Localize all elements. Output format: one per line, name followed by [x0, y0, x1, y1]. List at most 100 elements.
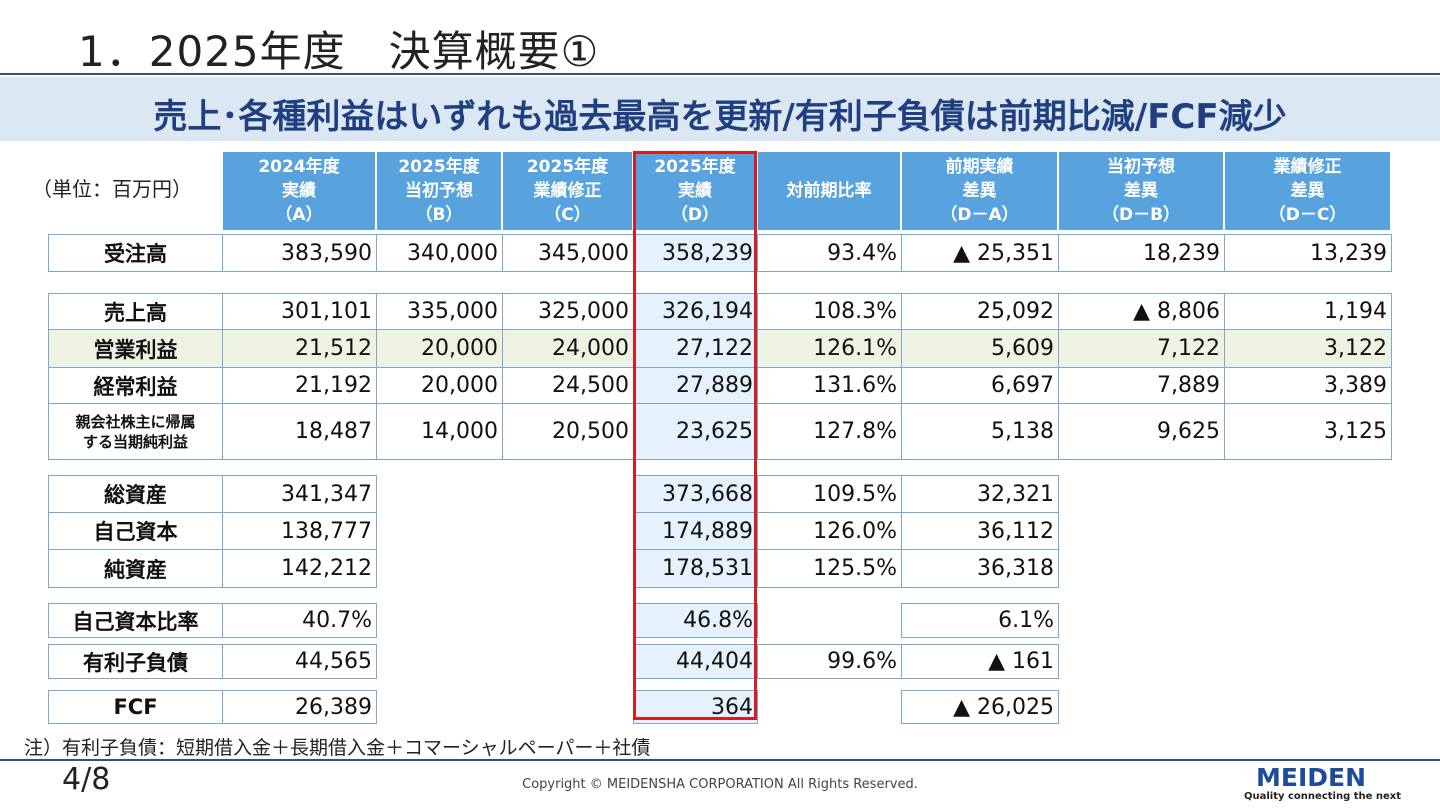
table-cell: 36,318	[901, 549, 1059, 588]
column-header: 対前期比率	[758, 152, 900, 230]
row-label-text: 自己資本	[93, 520, 178, 544]
table-cell: 5,138	[901, 403, 1059, 460]
table-cell: 131.6%	[757, 367, 902, 404]
row-label-text: 営業利益	[93, 337, 178, 362]
row-label: 自己資本比率	[48, 603, 223, 638]
row-label: 売上高	[48, 293, 223, 330]
table-cell: 325,000	[502, 293, 634, 330]
column-header-line: 差異	[962, 181, 997, 201]
unit-label: （単位：百万円）	[32, 177, 192, 201]
column-header: 前期実績 差異 （D－A）	[902, 152, 1057, 230]
table-cell: 126.0%	[757, 512, 902, 550]
table-cell: 178,531	[633, 549, 758, 588]
table-cell: 6,697	[901, 367, 1059, 404]
column-header: 2025年度 当初予想 （B）	[377, 152, 501, 230]
column-header-line: 差異	[1290, 181, 1325, 201]
footer-divider	[0, 759, 1440, 761]
table-cell: 3,122	[1224, 329, 1392, 368]
table-cell: 7,122	[1058, 329, 1225, 368]
table-cell: 142,212	[222, 549, 377, 588]
table-cell: 18,487	[222, 403, 377, 460]
row-label: 純資産	[48, 549, 223, 588]
column-header-line: 差異	[1124, 181, 1158, 201]
meiden-logo: MEIDEN	[1256, 763, 1367, 792]
table-cell: 7,889	[1058, 367, 1225, 404]
column-header: 2025年度 業績修正 （C）	[503, 152, 632, 230]
table-cell: 93.4%	[757, 234, 902, 272]
column-header-line: （D）	[670, 205, 720, 225]
table-cell: 335,000	[376, 293, 503, 330]
table-cell: 13,239	[1224, 234, 1392, 272]
table-cell: 326,194	[633, 293, 758, 330]
table-cell: 138,777	[222, 512, 377, 550]
table-cell: 44,404	[633, 644, 758, 679]
row-label-text: する当期純利益	[82, 432, 188, 451]
logo-tagline: Quality connecting the next	[1244, 791, 1402, 802]
table-cell: 125.5%	[757, 549, 902, 588]
row-label-text: 自己資本比率	[72, 609, 199, 634]
table-cell: 36,112	[901, 512, 1059, 550]
column-header-line: 2024年度	[258, 157, 340, 177]
table-cell: 24,000	[502, 329, 634, 368]
table-cell: 32,321	[901, 475, 1059, 513]
row-label: 経常利益	[48, 367, 223, 404]
table-cell: 26,389	[222, 690, 377, 724]
table-cell: 1,194	[1224, 293, 1392, 330]
column-header: 2025年度 実績 （D）	[634, 152, 756, 230]
row-label-text: FCF	[113, 695, 158, 719]
table-cell: 3,125	[1224, 403, 1392, 460]
column-header-line: 2025年度	[526, 157, 609, 177]
row-label: FCF	[48, 690, 223, 724]
column-header-line: （B）	[415, 205, 463, 225]
table-cell: 46.8%	[633, 603, 758, 638]
table-cell: 174,889	[633, 512, 758, 550]
row-label-text: 総資産	[104, 483, 167, 507]
column-header-line: 業績修正	[1273, 157, 1342, 177]
table-cell: 20,000	[376, 367, 503, 404]
table-cell: 373,668	[633, 475, 758, 513]
column-header-line: （D－C）	[1268, 205, 1347, 225]
row-label-text: 売上高	[104, 300, 167, 325]
column-header: 業績修正差異 （D－C）	[1225, 152, 1390, 230]
table-cell: 21,512	[222, 329, 377, 368]
headline-text: 売上･各種利益はいずれも過去最高を更新/有利子負債は前期比減/FCF減少	[153, 97, 1287, 137]
column-header-line: 当初予想	[1107, 157, 1175, 177]
table-cell: 358,239	[633, 234, 758, 272]
table-cell: 18,239	[1058, 234, 1225, 272]
row-label-text: 有利子負債	[83, 650, 188, 675]
table-cell: 44,565	[222, 644, 377, 679]
table-cell: 5,609	[901, 329, 1059, 368]
table-cell: 126.1%	[757, 329, 902, 368]
slide-title: 1．2025年度 決算概要①	[78, 27, 600, 76]
column-header-line: 2025年度	[654, 157, 736, 177]
table-cell: 3,389	[1224, 367, 1392, 404]
row-label-text: 受注高	[104, 242, 167, 266]
row-label: 親会社株主に帰属 する当期純利益	[48, 403, 223, 460]
table-cell: 99.6%	[757, 644, 902, 679]
table-cell: ▲ 25,351	[901, 234, 1059, 272]
row-label: 総資産	[48, 475, 223, 513]
table-cell: 340,000	[376, 234, 503, 272]
headline-banner: 売上･各種利益はいずれも過去最高を更新/有利子負債は前期比減/FCF減少	[0, 77, 1440, 141]
column-header: 2024年度 実績 （A）	[223, 152, 375, 230]
row-label: 受注高	[48, 234, 223, 272]
table-cell: 383,590	[222, 234, 377, 272]
row-label: 自己資本	[48, 512, 223, 550]
table-cell: 20,500	[502, 403, 634, 460]
table-cell: 108.3%	[757, 293, 902, 330]
column-header-line: （C）	[544, 205, 591, 225]
column-header-line: 対前期比率	[786, 181, 872, 201]
row-label-text: 親会社株主に帰属	[75, 412, 196, 431]
table-cell: 27,889	[633, 367, 758, 404]
table-cell: 21,192	[222, 367, 377, 404]
column-header-line: 実績	[282, 181, 316, 201]
table-cell: 14,000	[376, 403, 503, 460]
row-label: 有利子負債	[48, 644, 223, 679]
table-cell: 9,625	[1058, 403, 1225, 460]
table-cell: 20,000	[376, 329, 503, 368]
row-label: 営業利益	[48, 329, 223, 368]
copyright-text: Copyright © MEIDENSHA CORPORATION All Ri…	[522, 777, 918, 792]
row-label-text: 経常利益	[93, 374, 178, 399]
column-header: 当初予想 差異 （D－B）	[1059, 152, 1223, 230]
column-header-line: 前期実績	[945, 157, 1014, 177]
